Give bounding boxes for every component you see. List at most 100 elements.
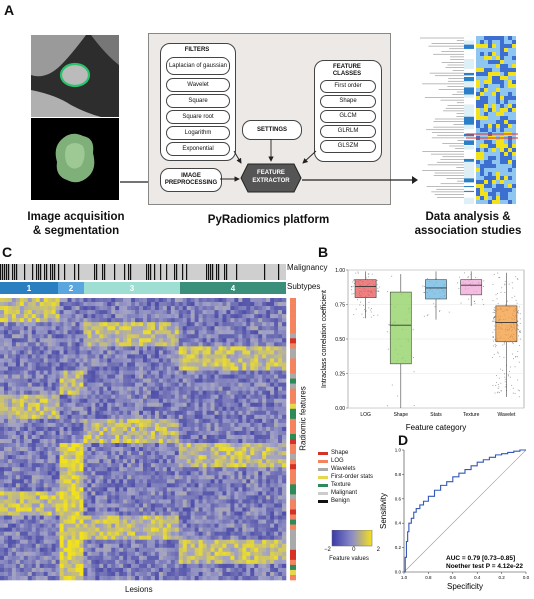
heatmap-cell [198,531,203,536]
heatmap-cell [230,422,235,428]
heatmap-cell [158,443,164,448]
heatmap-cell [115,398,120,404]
thumb-heat-cell [504,44,508,48]
heatmap-cell [131,350,136,355]
heatmap-cell [182,398,187,404]
heatmap-cell [23,531,29,536]
heatmap-cell [111,398,116,404]
heatmap-cell [282,386,287,391]
heatmap-cell [103,491,108,496]
heatmap-cell [19,410,25,416]
heatmap-cell [186,338,191,343]
heatmap-cell [51,434,56,440]
heatmap-cell [178,358,184,363]
heatmap-cell [270,370,275,375]
heatmap-cell [178,434,184,440]
heatmap-cell [91,338,96,343]
heatmap-cell [182,422,187,428]
heatmap-cell [174,443,180,448]
heatmap-cell [250,382,255,387]
heatmap-cell [115,455,120,460]
heatmap-cell [226,366,231,371]
heatmap-cell [190,398,195,404]
heatmap-cell [7,298,13,303]
heatmap-cell [214,318,219,323]
thumb-heat-cell [496,148,500,152]
heatmap-cell [143,503,148,508]
heatmap-cell [238,491,243,496]
heatmap-cell [35,386,41,391]
heatmap-cell [146,342,152,347]
heatmap-cell [119,426,124,432]
heatmap-cell [150,322,156,327]
heatmap-cell [99,422,104,428]
heatmap-cell [43,378,48,383]
heatmap-cell [226,410,231,416]
thumb-heat-cell [476,176,480,180]
heatmap-cell [75,354,80,359]
thumb-heat-cell [484,172,488,176]
heatmap-cell [119,422,124,428]
heatmap-cell [202,418,207,424]
heatmap-cell [266,439,271,444]
heatmap-cell [154,455,160,460]
heatmap-cell [158,439,164,444]
heatmap-cell [15,499,21,504]
heatmap-cell [0,342,5,347]
heatmap-cell [75,479,80,484]
heatmap-cell [246,479,251,484]
heatmap-cell [119,358,124,363]
thumb-heat-cell [492,104,496,108]
heatmap-cell [178,314,184,319]
heatmap-cell [234,515,239,520]
heatmap-cell [75,306,80,311]
heatmap-cell [103,370,108,375]
heatmap-cell [71,439,76,444]
heatmap-cell [7,459,13,464]
heatmap-cell [162,491,168,496]
heatmap-cell [135,487,140,492]
heatmap-cell [11,402,17,408]
heatmap-cell [166,314,172,319]
heatmap-cell [150,338,156,343]
heatmap-cell [266,386,271,391]
heatmap-cell [71,310,76,315]
heatmap-cell [91,475,96,480]
heatmap-cell [162,302,168,307]
heatmap-cell [270,326,275,331]
heatmap-cell [230,451,235,456]
heatmap-cell [146,354,152,359]
thumb-annotation-cell [464,54,474,59]
heatmap-cell [190,507,195,512]
heatmap-cell [0,362,5,367]
heatmap-cell [258,463,263,468]
heatmap-cell [99,350,104,355]
heatmap-cell [226,354,231,359]
thumb-heat-cell [484,100,488,104]
heatmap-cell [154,434,160,440]
heatmap-cell [274,346,279,351]
heatmap-cell [154,499,160,504]
thumb-heat-cell [492,200,496,204]
heatmap-cell [282,366,287,371]
heatmap-cell [186,390,191,395]
heatmap-cell [43,483,48,488]
heatmap-cell [55,314,60,319]
heatmap-cell [75,410,80,416]
heatmap-cell [242,451,247,456]
heatmap-cell [119,439,124,444]
heatmap-cell [146,439,152,444]
heatmap-cell [178,426,184,432]
heatmap-cell [55,491,60,496]
heatmap-cell [11,511,17,516]
heatmap-cell [3,511,9,516]
heatmap-cell [170,535,176,541]
malignancy-tick [2,264,4,280]
heatmap-cell [206,386,211,391]
heatmap-cell [246,302,251,307]
thumb-annotation-cell [464,182,474,187]
heatmap-cell [186,318,191,323]
heatmap-cell [19,394,25,400]
malignancy-tick [114,264,116,280]
heatmap-cell [162,447,168,452]
